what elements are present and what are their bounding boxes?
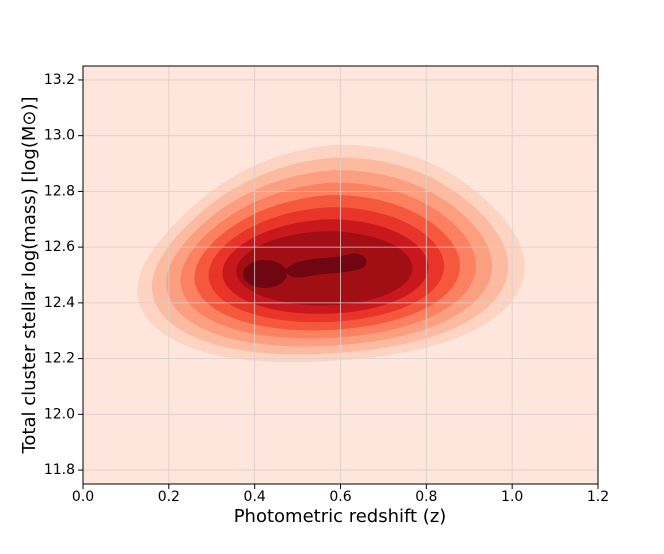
y-tick-label: 11.8 — [44, 462, 75, 478]
x-tick-label: 0.8 — [415, 489, 437, 505]
x-tick-label: 1.2 — [587, 489, 609, 505]
y-tick-label: 13.2 — [44, 72, 75, 88]
y-tick-label: 12.2 — [44, 351, 75, 367]
y-tick-label: 13.0 — [44, 128, 75, 144]
y-tick-label: 12.4 — [44, 295, 75, 311]
contours — [137, 144, 525, 363]
contour-level — [243, 260, 287, 288]
y-axis-label: Total cluster stellar log(mass) [log(M⊙)… — [19, 96, 40, 454]
y-tick-label: 12.6 — [44, 239, 75, 255]
x-tick-label: 0.0 — [72, 489, 94, 505]
x-tick-label: 0.2 — [158, 489, 180, 505]
contour-level — [285, 253, 367, 278]
x-tick-label: 0.6 — [329, 489, 351, 505]
x-axis-label: Photometric redshift (z) — [234, 506, 447, 527]
x-tick-label: 1.0 — [501, 489, 523, 505]
y-tick-label: 12.0 — [44, 406, 75, 422]
x-tick-label: 0.4 — [244, 489, 266, 505]
y-tick-label: 12.8 — [44, 183, 75, 199]
